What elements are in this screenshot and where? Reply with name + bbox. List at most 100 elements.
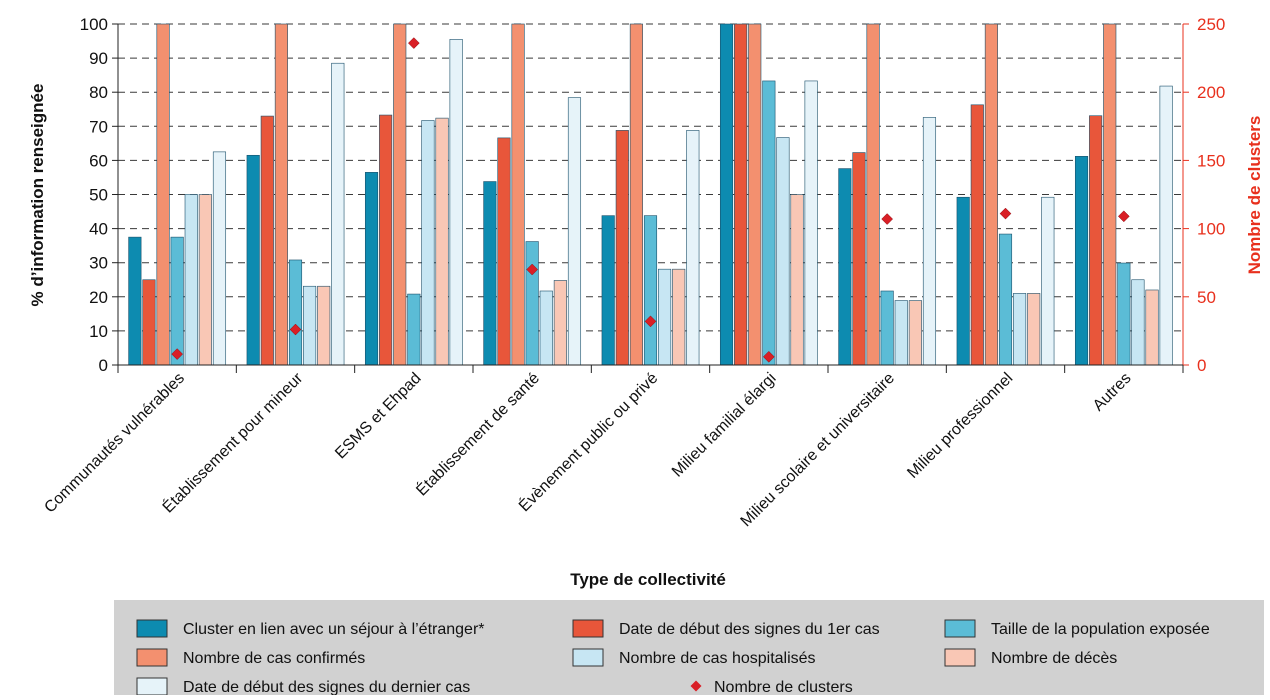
bar (852, 152, 866, 366)
legend-label: Nombre de clusters (714, 679, 853, 695)
y2-tick-label: 200 (1197, 83, 1225, 102)
y-tick-label: 40 (89, 220, 108, 239)
bar (317, 285, 331, 366)
bar (922, 117, 937, 366)
bar (1013, 293, 1027, 366)
marker-point (526, 263, 539, 276)
bar (908, 300, 922, 366)
x-tick-label: Milieu familial élargi (669, 370, 780, 481)
bar (567, 97, 582, 366)
bar (643, 215, 658, 366)
bars-layer (128, 23, 1173, 366)
legend-swatch (572, 619, 604, 638)
bar (629, 23, 643, 366)
bar (838, 168, 852, 366)
legend-label: Taille de la population exposée (991, 621, 1210, 638)
legend-swatch (136, 677, 168, 696)
legend-swatch (572, 648, 604, 667)
y-tick-label: 80 (89, 83, 108, 102)
y-tick-label: 70 (89, 117, 108, 136)
markers-layer (171, 37, 1130, 363)
y-tick-label: 10 (89, 322, 108, 341)
y2-tick-label: 250 (1197, 15, 1225, 34)
marker-point (407, 37, 420, 49)
y2-tick-label: 100 (1197, 220, 1225, 239)
marker-point (881, 213, 894, 225)
y-tick-label: 20 (89, 288, 108, 307)
marker-point (999, 207, 1012, 220)
x-tick-label: Évènement public ou privé (515, 368, 662, 515)
bar (672, 268, 686, 366)
bar (1103, 23, 1117, 366)
bar (790, 194, 804, 366)
bar (170, 236, 184, 366)
y-tick-label: 90 (89, 49, 108, 68)
bar (184, 194, 198, 366)
bar (303, 285, 317, 366)
bar (449, 39, 463, 366)
bar (379, 114, 393, 366)
bar (956, 196, 970, 366)
bar (762, 80, 776, 366)
bar (198, 194, 212, 366)
bar (719, 23, 734, 366)
bar (421, 120, 435, 366)
y-tick-label: 30 (89, 254, 108, 273)
y-tick-label: 100 (80, 15, 108, 34)
bar (894, 300, 908, 366)
bar (1027, 293, 1041, 366)
bar (1074, 156, 1089, 366)
marker-point (1117, 210, 1130, 223)
x-tick-label: Milieu professionnel (904, 370, 1016, 482)
bar (866, 23, 880, 366)
y-tick-label: 60 (89, 151, 108, 170)
legend-marker (690, 680, 702, 692)
bar (393, 23, 407, 366)
marker-point (762, 350, 775, 363)
x-axis-title: Type de collectivité (570, 570, 726, 589)
bar (483, 181, 497, 366)
bar (970, 104, 984, 366)
bar (525, 241, 539, 366)
legend-swatch (136, 619, 168, 638)
y2-axis-title: Nombre de clusters (1245, 116, 1264, 275)
bar (539, 290, 553, 366)
y2-tick-label: 50 (1197, 288, 1216, 307)
y2-tick-label: 150 (1197, 151, 1225, 170)
bar (615, 130, 629, 366)
y-axis-title: % d’information renseignée (28, 84, 47, 307)
axes-layer (112, 23, 1189, 373)
legend-label: Nombre de cas confirmés (183, 650, 365, 667)
bar (984, 23, 998, 366)
bar (1089, 115, 1103, 366)
legend-background (114, 600, 1264, 695)
bar (331, 62, 345, 366)
bar (748, 23, 762, 366)
bar (407, 293, 421, 366)
bar (128, 236, 142, 366)
bar (435, 117, 449, 366)
legend-label: Date de début des signes du 1er cas (619, 621, 880, 638)
y-tick-label: 0 (99, 356, 108, 375)
x-tick-label: Établissement de santé (412, 368, 543, 499)
marker-point (644, 315, 657, 328)
bar (553, 280, 567, 366)
legend-label: Cluster en lien avec un séjour à l’étran… (183, 621, 485, 638)
legend-swatch (944, 648, 976, 667)
legend-swatch (136, 648, 168, 667)
marker-point (289, 323, 302, 336)
x-tick-label: ESMS et Ehpad (332, 370, 425, 463)
bar (497, 137, 511, 366)
bar (998, 233, 1013, 366)
bar (511, 23, 525, 366)
legend-label: Nombre de cas hospitalisés (619, 650, 816, 667)
marker-point (171, 348, 184, 360)
bar (601, 215, 615, 366)
bar (734, 23, 748, 366)
y2-tick-label: 0 (1197, 356, 1206, 375)
legend-label: Date de début des signes du dernier cas (183, 679, 470, 695)
bar (658, 268, 672, 366)
bar (776, 137, 790, 366)
bar (288, 259, 303, 366)
